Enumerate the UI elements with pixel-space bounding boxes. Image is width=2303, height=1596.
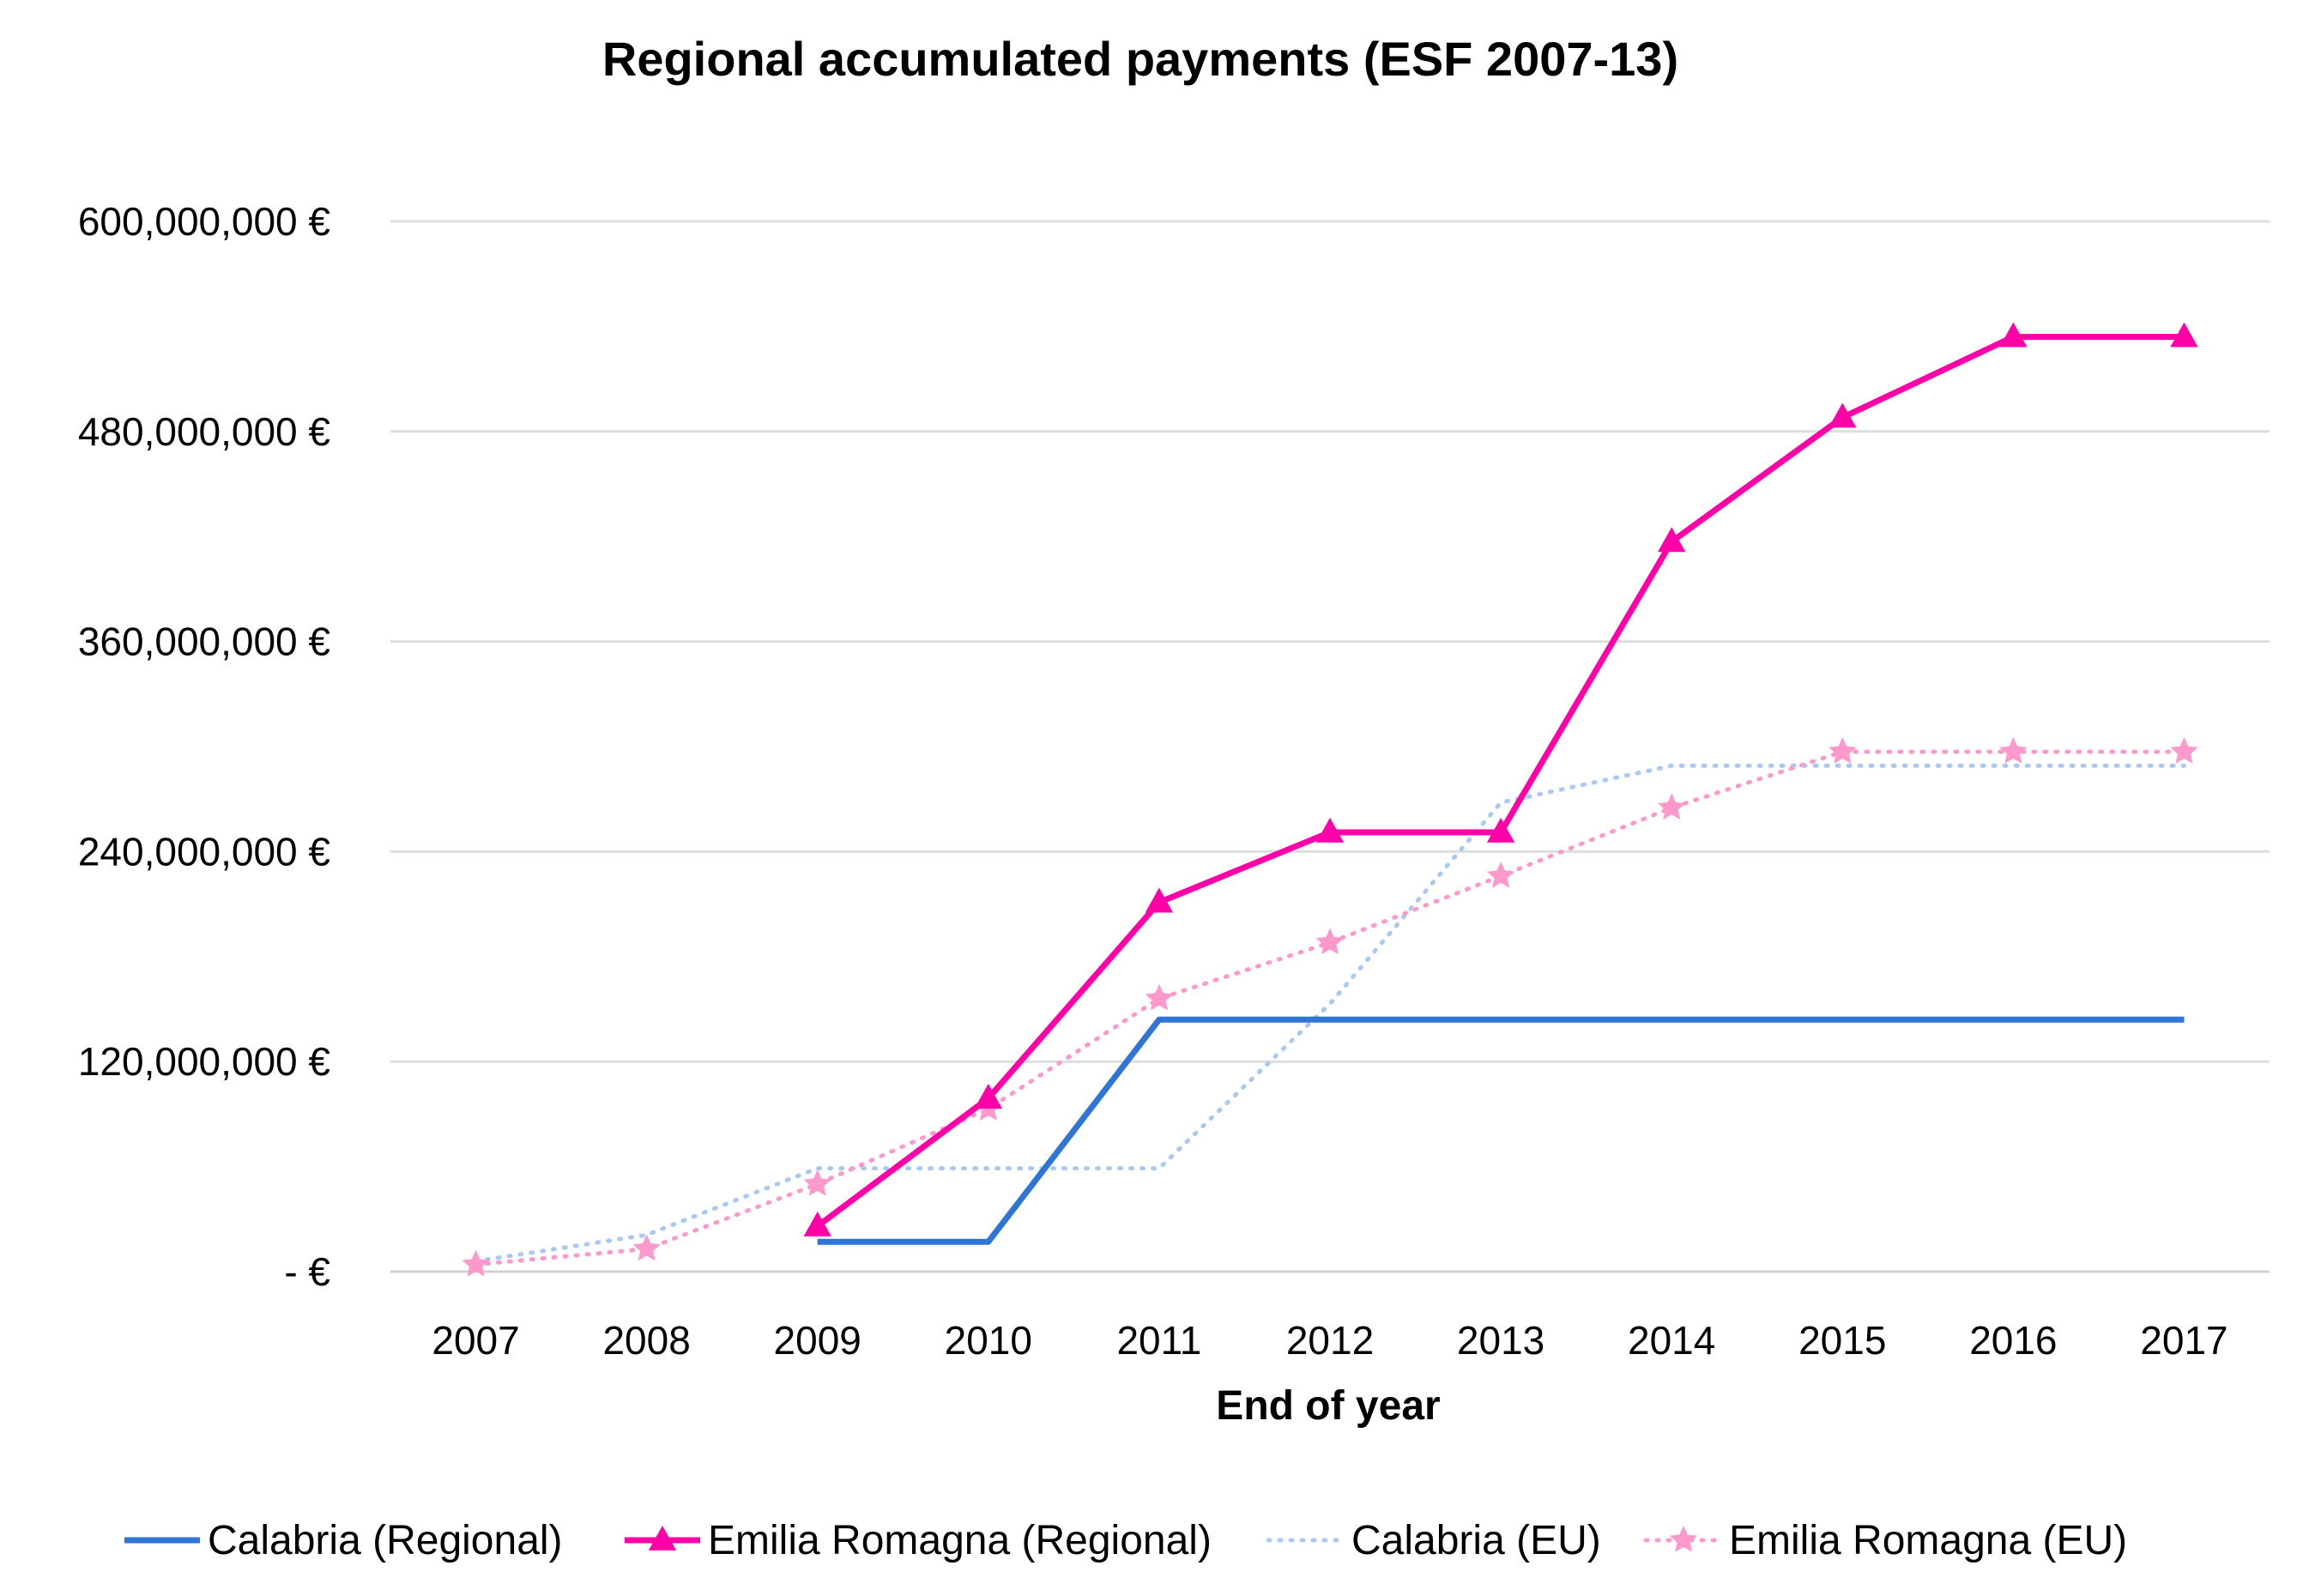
series-line bbox=[815, 334, 2185, 1229]
x-tick-label: 2014 bbox=[1628, 1318, 1715, 1363]
data-point bbox=[1828, 402, 1857, 428]
x-tick-label: 2012 bbox=[1286, 1318, 1374, 1363]
data-point bbox=[803, 1211, 831, 1236]
y-tick-label: 360,000,000 € bbox=[78, 620, 330, 664]
data-point bbox=[1999, 737, 2028, 764]
data-point bbox=[1315, 817, 1345, 843]
x-tick-label: 2007 bbox=[432, 1318, 519, 1363]
data-point bbox=[1486, 861, 1515, 888]
y-tick-label: 600,000,000 € bbox=[78, 199, 330, 244]
x-tick-label: 2015 bbox=[1798, 1318, 1886, 1363]
legend-label: Calabria (EU) bbox=[1351, 1518, 1601, 1563]
legend-marker-icon bbox=[648, 1526, 677, 1551]
y-tick-label: 120,000,000 € bbox=[78, 1039, 330, 1084]
legend-label: Calabria (Regional) bbox=[208, 1518, 563, 1563]
data-point bbox=[1999, 322, 2028, 348]
data-point bbox=[1828, 737, 1857, 764]
series-calabria-regional bbox=[817, 1016, 2185, 1245]
data-point bbox=[1315, 928, 1345, 955]
data-point bbox=[974, 1084, 1002, 1109]
data-point bbox=[1145, 887, 1174, 913]
series-emilia-romagna-regional bbox=[803, 322, 2198, 1236]
x-axis-title: End of year bbox=[1216, 1383, 1440, 1429]
x-tick-label: 2013 bbox=[1457, 1318, 1544, 1363]
series-emilia-romagna-eu bbox=[462, 737, 2198, 1277]
data-point bbox=[1145, 983, 1174, 1011]
data-point bbox=[462, 1249, 490, 1277]
x-tick-label: 2016 bbox=[1969, 1318, 2057, 1363]
legend-marker-icon bbox=[1669, 1526, 1698, 1552]
chart-title: Regional accumulated payments (ESF 2007-… bbox=[602, 32, 1678, 86]
legend-item: Calabria (EU) bbox=[1266, 1518, 1601, 1563]
x-tick-label: 2017 bbox=[2140, 1318, 2227, 1363]
y-axis-ticks: - € 120,000,000 € 240,000,000 € 360,000,000… bbox=[78, 199, 330, 1294]
x-tick-label: 2009 bbox=[774, 1318, 861, 1363]
data-point bbox=[2170, 322, 2198, 348]
series-lines bbox=[462, 322, 2198, 1277]
y-tick-label: - € bbox=[284, 1249, 330, 1294]
y-tick-label: 480,000,000 € bbox=[78, 409, 330, 454]
legend-item: Emilia Romagna (EU) bbox=[1643, 1518, 2127, 1563]
data-point bbox=[632, 1234, 661, 1261]
legend-label: Emilia Romagna (EU) bbox=[1729, 1518, 2127, 1563]
legend-item: Emilia Romagna (Regional) bbox=[625, 1518, 1212, 1563]
x-tick-label: 2010 bbox=[945, 1318, 1032, 1363]
x-tick-label: 2008 bbox=[602, 1318, 690, 1363]
legend: Calabria (Regional) Emilia Romagna (Regio… bbox=[124, 1518, 2127, 1563]
data-point bbox=[803, 1170, 831, 1196]
legend-item: Calabria (Regional) bbox=[124, 1518, 563, 1563]
data-point bbox=[2170, 737, 2198, 764]
y-tick-label: 240,000,000 € bbox=[78, 829, 330, 874]
gridlines bbox=[390, 220, 2270, 1273]
data-point bbox=[1658, 527, 1686, 553]
data-point bbox=[1486, 817, 1515, 843]
series-line bbox=[817, 1016, 2185, 1245]
series-calabria-eu bbox=[474, 763, 2186, 1264]
legend-label: Emilia Romagna (Regional) bbox=[708, 1518, 1212, 1563]
data-point bbox=[1658, 793, 1686, 820]
x-axis-ticks: 2007 2008 2009 2010 2011 2012 2013 2014 2015 2016… bbox=[432, 1318, 2227, 1363]
series-line bbox=[474, 763, 2186, 1264]
x-tick-label: 2011 bbox=[1116, 1318, 1201, 1363]
